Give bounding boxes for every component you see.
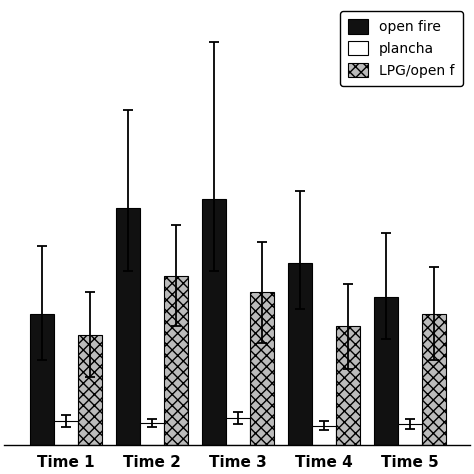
Bar [336, 327, 360, 445]
Bar [116, 208, 140, 445]
Bar [398, 424, 422, 445]
Bar [422, 314, 446, 445]
Bar [288, 263, 312, 445]
Bar [78, 335, 102, 445]
Legend: open fire, plancha, LPG/open f: open fire, plancha, LPG/open f [340, 11, 463, 86]
Bar [140, 423, 164, 445]
Bar [202, 199, 226, 445]
Bar [226, 418, 250, 445]
Bar [54, 421, 78, 445]
Bar [164, 275, 188, 445]
Bar [312, 426, 336, 445]
Bar [30, 314, 54, 445]
Bar [250, 292, 274, 445]
Bar [374, 297, 398, 445]
